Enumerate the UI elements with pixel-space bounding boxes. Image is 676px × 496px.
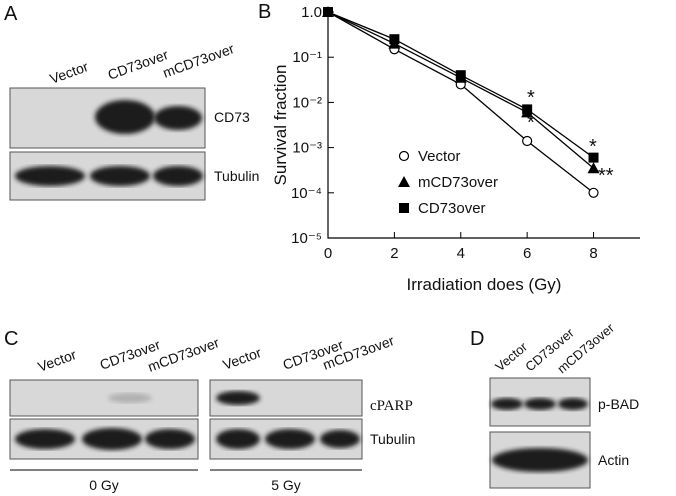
- lane-label: Vector: [48, 58, 91, 87]
- marker: [588, 152, 599, 163]
- y-tick-label: 10⁻³: [292, 140, 322, 157]
- band: [265, 429, 315, 449]
- band: [15, 166, 85, 186]
- panel-b: B Irradiation does (Gy) Survival fractio…: [258, 1, 640, 294]
- series-line: [327, 11, 594, 169]
- x-axis-label: Irradiation does (Gy): [407, 275, 562, 294]
- lane-label: Vector: [492, 339, 530, 375]
- panel-a: A Vector CD73over mCD73over CD73 Tubulin: [4, 3, 259, 201]
- band: [154, 106, 202, 130]
- band: [153, 166, 203, 186]
- band: [15, 429, 75, 449]
- band: [558, 398, 588, 410]
- panel-d: D Vector CD73over mCD73over p-BAD Actin: [470, 320, 639, 489]
- band: [90, 166, 150, 186]
- marker: [587, 162, 600, 174]
- marker: [323, 7, 333, 17]
- band: [216, 391, 260, 405]
- x-tick-label: 0: [324, 245, 332, 262]
- marker: [398, 150, 410, 162]
- dose-label: 0 Gy: [89, 477, 119, 493]
- blot-label: cPARP: [370, 398, 413, 414]
- marker: [389, 34, 400, 45]
- y-axis-label: Survival fraction: [271, 65, 290, 186]
- marker: [522, 135, 533, 147]
- panel-label: C: [4, 328, 18, 350]
- blot-label: p-BAD: [598, 396, 639, 412]
- band: [145, 429, 195, 449]
- band: [216, 429, 260, 449]
- band: [524, 398, 556, 410]
- lane-label: CD73over: [106, 46, 171, 83]
- panel-label: D: [470, 328, 484, 350]
- y-tick-label: 10⁻⁵: [291, 230, 322, 247]
- x-tick-label: 2: [390, 245, 398, 262]
- lane-label: Vector: [221, 344, 264, 373]
- marker: [588, 187, 599, 198]
- marker: [399, 203, 409, 213]
- annotation: *: [527, 87, 535, 109]
- y-tick-label: 1.0: [301, 4, 322, 21]
- y-tick-label: 10⁻²: [292, 94, 322, 111]
- lane-label: Vector: [36, 346, 79, 375]
- band: [95, 100, 155, 134]
- blot-label: CD73: [214, 109, 250, 125]
- annotation: *: [589, 136, 597, 158]
- x-tick-label: 4: [457, 245, 465, 262]
- blot-label: Tubulin: [214, 168, 259, 184]
- marker: [455, 70, 466, 81]
- band: [82, 428, 142, 450]
- band: [320, 430, 360, 448]
- panel-label: B: [258, 1, 271, 23]
- annotation: *: [527, 112, 535, 134]
- blot: [9, 379, 199, 417]
- legend-label: Vector: [418, 148, 461, 165]
- blot-label: Tubulin: [370, 431, 415, 447]
- legend-label: mCD73over: [418, 174, 498, 191]
- band: [108, 393, 152, 403]
- x-tick-label: 6: [523, 245, 531, 262]
- lane-label: mCD73over: [161, 40, 237, 81]
- panel-label: A: [4, 3, 18, 25]
- band: [491, 398, 523, 410]
- y-tick-label: 10⁻⁴: [291, 185, 322, 202]
- legend-label: CD73over: [418, 200, 486, 217]
- blot-label: Actin: [598, 452, 629, 468]
- marker: [522, 104, 533, 115]
- annotation: **: [598, 165, 614, 187]
- series-line: [327, 11, 594, 194]
- y-tick-label: 10⁻¹: [292, 49, 322, 66]
- panel-c: C Vector CD73over mCD73over Vector CD73o…: [4, 328, 415, 493]
- dose-label: 5 Gy: [271, 477, 301, 493]
- marker: [398, 176, 410, 187]
- band: [492, 448, 588, 472]
- x-tick-label: 8: [589, 245, 597, 262]
